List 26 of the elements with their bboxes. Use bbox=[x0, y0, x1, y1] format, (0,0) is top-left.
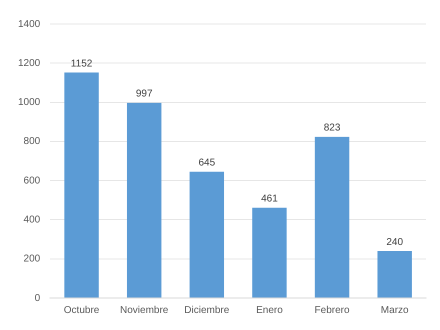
data-label: 823 bbox=[324, 122, 341, 134]
y-tick-label: 1000 bbox=[18, 97, 41, 108]
bar bbox=[377, 251, 412, 298]
bar bbox=[252, 208, 287, 298]
data-label: 461 bbox=[261, 194, 278, 205]
data-label: 1152 bbox=[70, 58, 93, 70]
x-tick-label: Febrero bbox=[314, 304, 350, 316]
data-label: 997 bbox=[136, 88, 153, 100]
y-tick-label: 800 bbox=[24, 136, 41, 148]
x-tick-label: Diciembre bbox=[184, 304, 230, 316]
x-tick-label: Octubre bbox=[64, 304, 100, 316]
x-tick-label: Enero bbox=[256, 304, 284, 316]
y-tick-label: 0 bbox=[34, 292, 41, 304]
bar bbox=[64, 72, 99, 298]
y-tick-label: 600 bbox=[24, 175, 41, 186]
x-tick-label: Marzo bbox=[380, 304, 410, 316]
data-label: 645 bbox=[198, 158, 216, 169]
bar bbox=[314, 136, 350, 298]
y-tick-label: 200 bbox=[24, 254, 41, 265]
bar bbox=[126, 102, 162, 298]
y-tick-label: 400 bbox=[24, 214, 41, 226]
bar bbox=[190, 172, 224, 298]
y-tick-label: 1400 bbox=[18, 18, 41, 30]
data-label: 240 bbox=[386, 236, 404, 248]
y-tick-label: 1200 bbox=[18, 58, 41, 69]
x-tick-label: Noviembre bbox=[120, 304, 169, 316]
